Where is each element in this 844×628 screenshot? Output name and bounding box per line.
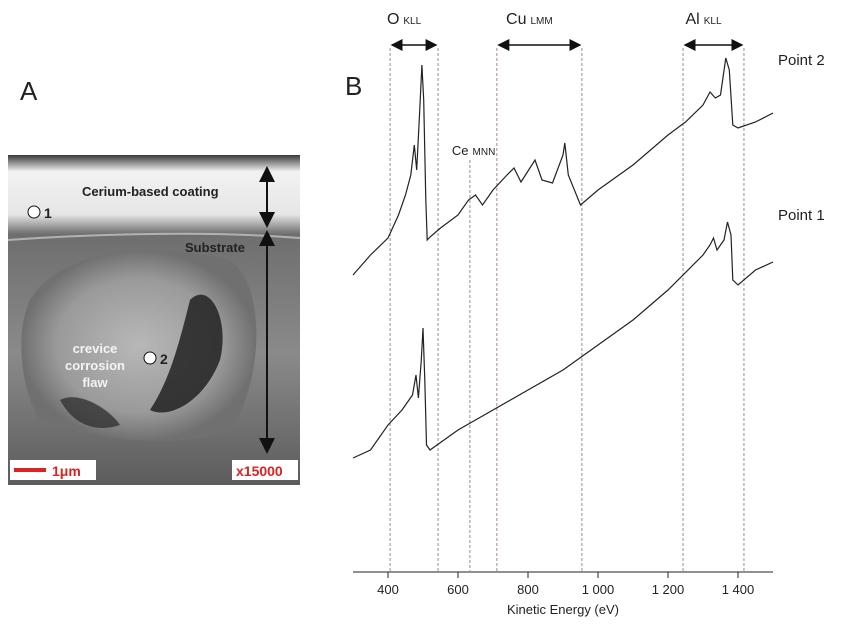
region-label: O KLL [387, 11, 422, 28]
region-sub: LMM [530, 16, 552, 27]
ce-name: Ce [452, 143, 469, 158]
region-sub: KLL [704, 16, 722, 27]
spectrum-line [352, 221, 774, 459]
ce-sub: MNN [473, 147, 496, 158]
region-name: Cu [506, 11, 526, 28]
x-tick-label: 600 [447, 582, 469, 597]
series-label: Point 1 [778, 207, 825, 224]
region-label: Al KLL [685, 11, 721, 28]
panel-label: B [345, 71, 362, 101]
series-label: Point 2 [778, 52, 825, 69]
point-label: 2 [160, 351, 168, 367]
sem-image [7, 155, 301, 485]
flaw-label: flaw [82, 375, 108, 390]
magnification-label: x15000 [236, 463, 283, 479]
point-label: 1 [44, 205, 52, 221]
x-tick-label: 1 400 [722, 582, 755, 597]
x-tick-label: 1 200 [652, 582, 685, 597]
region-name: O [387, 11, 399, 28]
flaw-label: crevice [73, 341, 118, 356]
substrate-label: Substrate [185, 240, 245, 255]
flaw-label: corrosion [65, 358, 125, 373]
x-tick-label: 1 000 [582, 582, 615, 597]
ce-label: Ce MNN [452, 143, 495, 158]
coating-label: Cerium-based coating [82, 184, 219, 199]
spectrum-line [352, 57, 774, 276]
x-tick-label: 400 [377, 582, 399, 597]
region-name: Al [685, 11, 699, 28]
panel-label: A [20, 76, 38, 106]
x-axis-title: Kinetic Energy (eV) [507, 602, 619, 617]
region-label: Cu LMM [506, 11, 553, 28]
region-sub: KLL [403, 16, 421, 27]
scale-label: 1μm [52, 463, 81, 479]
x-tick-label: 800 [517, 582, 539, 597]
